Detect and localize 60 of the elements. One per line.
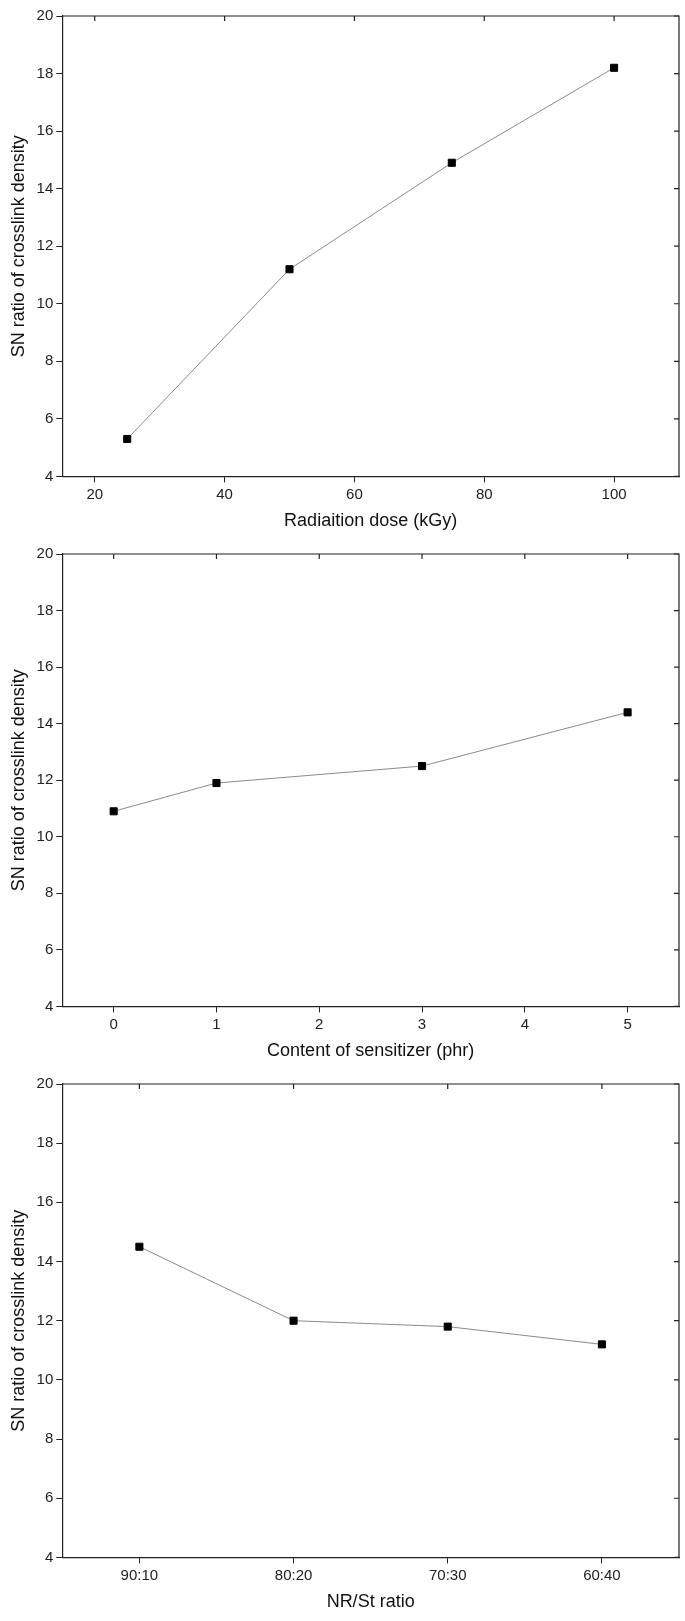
x-tick-label: 80 (475, 484, 493, 502)
y-tick-label: 16 (36, 121, 54, 139)
point (610, 63, 619, 72)
x-tick-label: 70:30 (428, 1565, 467, 1583)
y-tick-label: 12 (36, 1310, 54, 1328)
y-tick-label: 18 (36, 1133, 54, 1151)
y-axis-title: SN ratio of crosslink density (7, 1209, 28, 1432)
x-tick-label: 2 (315, 1014, 324, 1032)
y-tick-label: 12 (36, 770, 54, 788)
y-tick-label: 10 (36, 1370, 54, 1388)
y-tick-label: 4 (44, 466, 54, 484)
y-tick-label: 20 (36, 544, 54, 562)
y-tick-label: 8 (44, 883, 54, 901)
y-tick-label: 20 (36, 6, 54, 24)
x-tick-label: 60 (346, 484, 363, 502)
point (597, 1340, 606, 1349)
x-axis-title: Content of sensitizer (phr) (267, 1040, 475, 1061)
y-tick-label: 6 (44, 939, 54, 957)
point (285, 265, 294, 274)
y-tick-label: 6 (44, 408, 54, 426)
x-axis-title: NR/St ratio (326, 1591, 415, 1612)
y-tick-label: 4 (44, 1547, 54, 1565)
x-tick-label: 20 (86, 484, 104, 502)
point (418, 762, 427, 771)
x-tick-label: 100 (601, 484, 627, 502)
x-tick-label: 1 (212, 1014, 221, 1032)
y-tick-label: 12 (36, 236, 54, 254)
y-tick-label: 14 (36, 1251, 54, 1269)
point (212, 778, 221, 788)
point (447, 158, 456, 167)
y-tick-label: 6 (44, 1488, 54, 1506)
x-axis-title: Radiaition dose (kGy) (284, 510, 458, 531)
y-axis-title: SN ratio of crosslink density (7, 135, 28, 358)
point (443, 1322, 452, 1331)
y-tick-label: 16 (36, 657, 54, 675)
x-tick-label: 3 (417, 1014, 427, 1032)
x-tick-label: 90:10 (120, 1565, 159, 1583)
x-tick-label: 4 (520, 1014, 529, 1032)
y-tick-label: 18 (36, 600, 54, 618)
point (135, 1242, 144, 1251)
x-tick-label: 40 (216, 484, 233, 502)
y-tick-label: 8 (44, 351, 54, 369)
y-tick-label: 10 (36, 293, 54, 311)
x-tick-label: 5 (623, 1014, 632, 1032)
point (623, 708, 632, 717)
y-axis-title: SN ratio of crosslink density (7, 669, 28, 892)
y-tick-label: 18 (36, 63, 54, 81)
y-tick-label: 8 (44, 1429, 54, 1447)
point (109, 807, 118, 816)
y-tick-label: 14 (36, 178, 54, 196)
x-tick-label: 80:20 (274, 1565, 313, 1583)
x-tick-label: 0 (109, 1014, 118, 1032)
point (123, 434, 132, 444)
y-tick-label: 16 (36, 1192, 54, 1210)
y-tick-label: 4 (44, 996, 54, 1014)
x-tick-label: 60:40 (583, 1565, 621, 1583)
y-tick-label: 10 (36, 826, 54, 844)
point (289, 1316, 298, 1325)
y-tick-label: 14 (36, 713, 54, 731)
y-tick-label: 20 (36, 1074, 54, 1092)
